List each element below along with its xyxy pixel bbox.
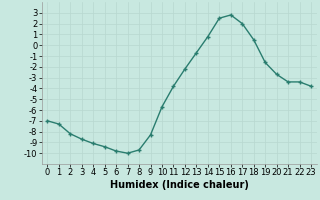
X-axis label: Humidex (Indice chaleur): Humidex (Indice chaleur): [110, 180, 249, 190]
